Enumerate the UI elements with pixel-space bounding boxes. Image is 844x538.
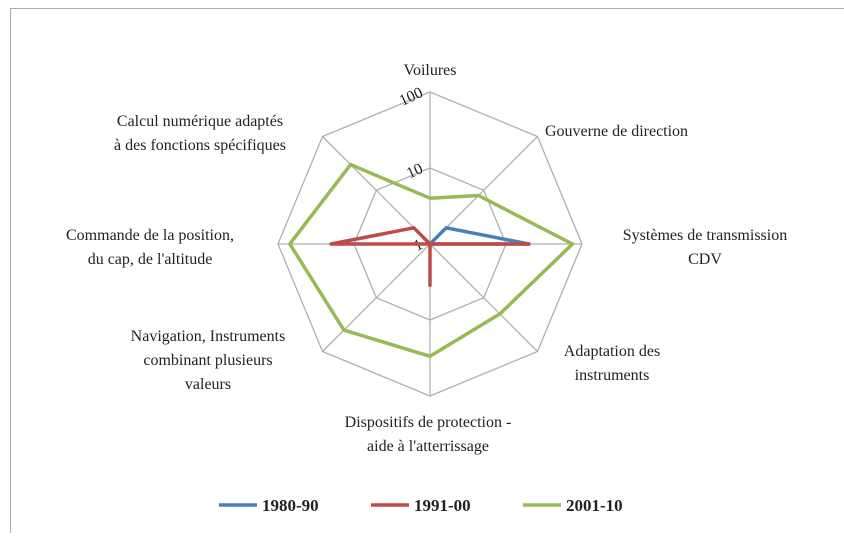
spoke: [323, 244, 430, 351]
legend-label: 1991-00: [414, 496, 471, 515]
category-label: Gouverne de direction: [545, 123, 688, 140]
category-label: Dispositifs de protection -aide à l'atte…: [345, 414, 512, 455]
category-label: Commande de la position,du cap, de l'alt…: [66, 227, 234, 268]
axis-tick-label: 10: [404, 160, 426, 182]
category-label: Voilures: [403, 62, 456, 79]
spoke: [430, 244, 537, 351]
series-line: [430, 228, 529, 244]
legend-label: 1980-90: [262, 496, 319, 515]
legend-label: 2001-10: [566, 496, 623, 515]
axis-tick-label: 100: [397, 84, 426, 110]
